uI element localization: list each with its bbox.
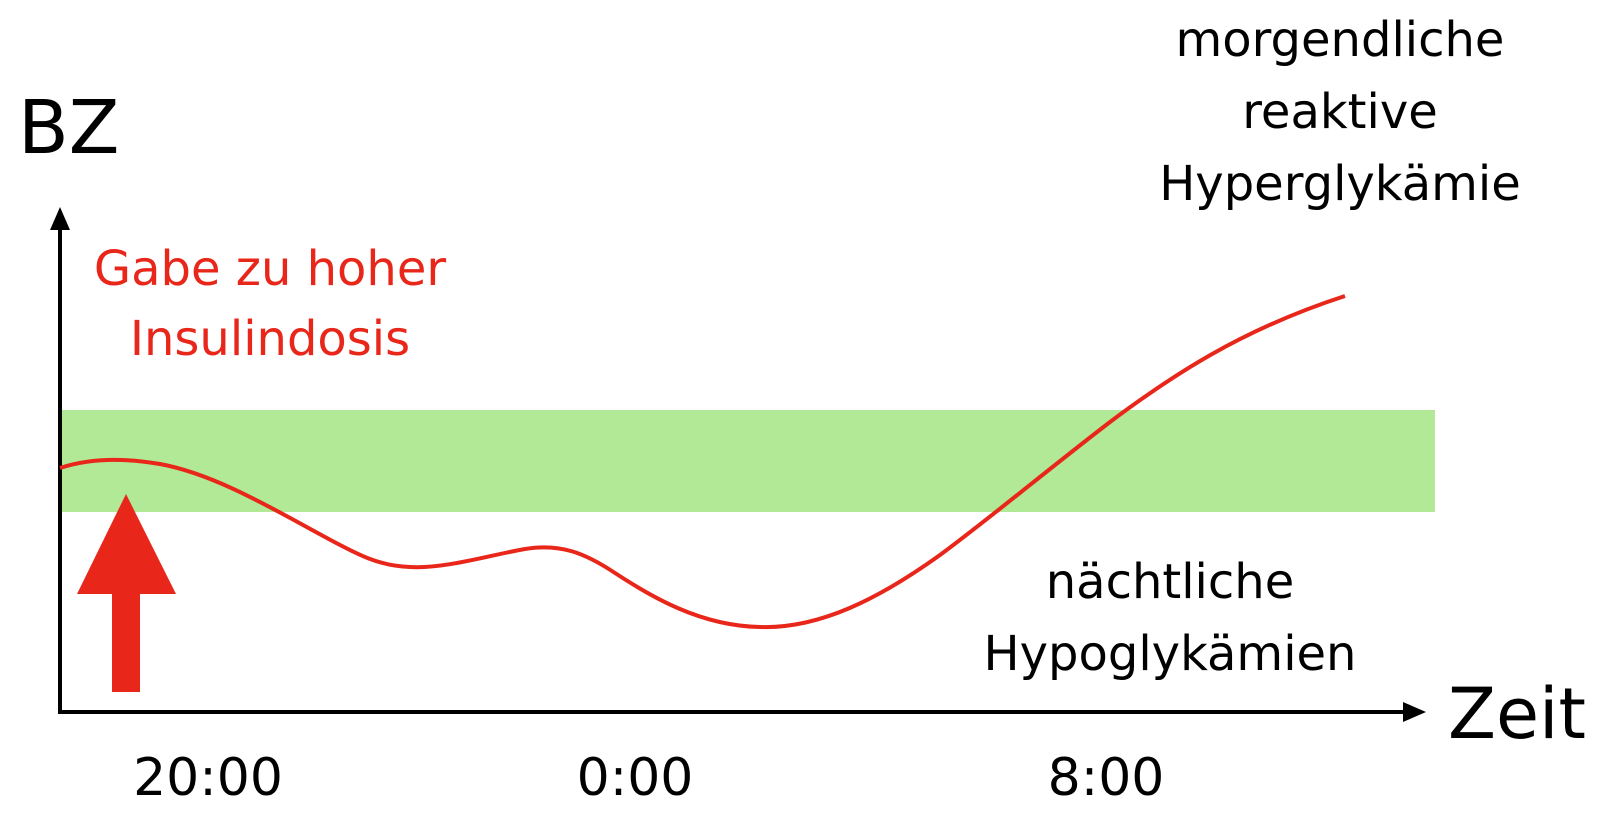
insulin-annotation-line2: Insulindosis (130, 311, 410, 367)
x-tick-label-8: 8:00 (1048, 748, 1165, 808)
insulin-dose-arrow-icon (77, 494, 176, 692)
x-axis-label: Zeit (1448, 673, 1586, 755)
hypo-annotation-line1: nächtliche (1046, 554, 1294, 610)
x-tick-label-20: 20:00 (133, 748, 283, 808)
y-axis-arrowhead (50, 207, 70, 230)
insulin-annotation-line1: Gabe zu hoher (94, 241, 446, 297)
hyper-annotation-line1: morgendliche (1176, 12, 1505, 68)
hyper-annotation-line2: reaktive (1242, 84, 1438, 140)
hypo-annotation-line2: Hypoglykämien (984, 626, 1357, 682)
hyper-annotation-line3: Hyperglykämie (1159, 156, 1521, 212)
x-axis-arrowhead (1403, 702, 1426, 722)
target-range-band (60, 410, 1435, 512)
blood-sugar-curve (59, 294, 1346, 630)
y-axis-label: BZ (18, 85, 119, 171)
x-tick-label-0: 0:00 (577, 748, 694, 808)
